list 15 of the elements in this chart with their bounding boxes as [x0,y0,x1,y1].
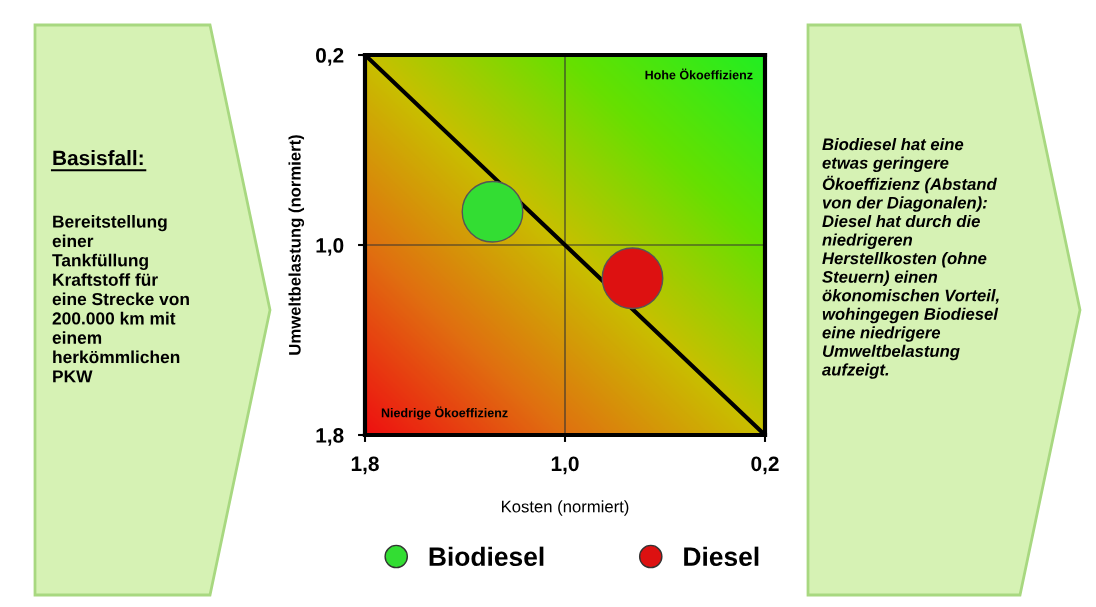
x-tick-label: 0,2 [751,456,779,475]
x-tick-label: 1,8 [351,456,379,475]
text: Bereitstellung einer Tankfüllung Kraftstoff für eine Strecke von 200.000 km mit einem herkömmlichen PKW [52,215,189,383]
y-tick-label: 0,2 [316,48,344,66]
annotation: Niedrige Ökoeffizienz [381,406,508,420]
x-tick-label: 1,0 [551,456,579,475]
y-tick-label: 1,8 [316,428,344,446]
legend-label: Diesel [684,546,759,567]
legend-label: Biodiesel [429,546,544,567]
annotation: Hohe Ökoeffizienz [645,68,753,80]
y-tick-label: 1,0 [316,238,344,256]
text: Biodiesel hat eine etwas geringere Ökoeffizienz (Abstand von der Diagonalen): Diesel hat durch die niedrigeren Herstellkosten (ohne Steuern) einen ökonomischen Vorteil, wohingegen Biodiesel eine niedrigere Umweltbelastung aufzeigt. [822,138,999,379]
text: Basisfall: [53,150,143,166]
y-axis-title: Umweltbelastung (normiert) [288,135,305,355]
x-axis-title: Kosten (normiert) [502,500,629,516]
